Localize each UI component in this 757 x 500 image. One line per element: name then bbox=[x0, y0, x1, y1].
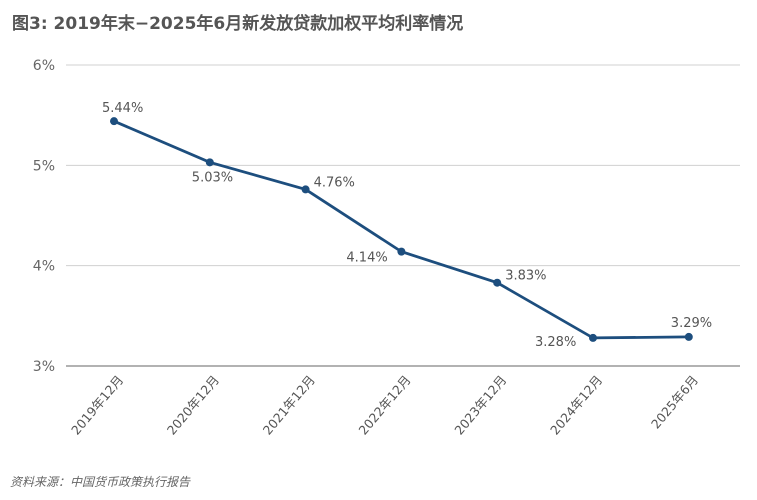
x-tick-label: 2021年12月 bbox=[260, 372, 318, 437]
y-tick-label: 6% bbox=[33, 58, 55, 74]
data-label: 4.76% bbox=[314, 175, 355, 190]
series-line bbox=[113, 119, 689, 340]
y-tick-label: 3% bbox=[33, 359, 55, 375]
data-point bbox=[493, 278, 502, 287]
data-point bbox=[110, 117, 118, 126]
y-tick-label: 4% bbox=[33, 259, 55, 275]
data-point bbox=[301, 185, 310, 194]
chart-title: 图3: 2019年末−2025年6月新发放贷款加权平均利率情况 bbox=[12, 14, 464, 34]
x-tick-label: 2023年12月 bbox=[451, 372, 509, 437]
data-point bbox=[205, 158, 214, 167]
data-point bbox=[684, 332, 693, 341]
x-tick-label: 2025年6月 bbox=[648, 372, 701, 431]
source-note: 资料来源：中国货币政策执行报告 bbox=[10, 475, 191, 489]
data-point bbox=[397, 247, 406, 256]
x-tick-label: 2019年12月 bbox=[68, 372, 126, 437]
data-label: 3.29% bbox=[671, 316, 712, 331]
data-label: 3.28% bbox=[535, 335, 576, 350]
x-tick-label: 2022年12月 bbox=[355, 372, 413, 437]
data-point bbox=[589, 333, 597, 342]
y-tick-label: 5% bbox=[33, 158, 55, 174]
data-label: 5.03% bbox=[192, 170, 233, 185]
x-tick-label: 2024年12月 bbox=[547, 372, 605, 437]
data-label: 5.44% bbox=[102, 101, 143, 116]
data-label: 4.14% bbox=[346, 251, 387, 266]
data-label: 3.83% bbox=[505, 269, 546, 284]
x-tick-label: 2020年12月 bbox=[164, 372, 222, 437]
